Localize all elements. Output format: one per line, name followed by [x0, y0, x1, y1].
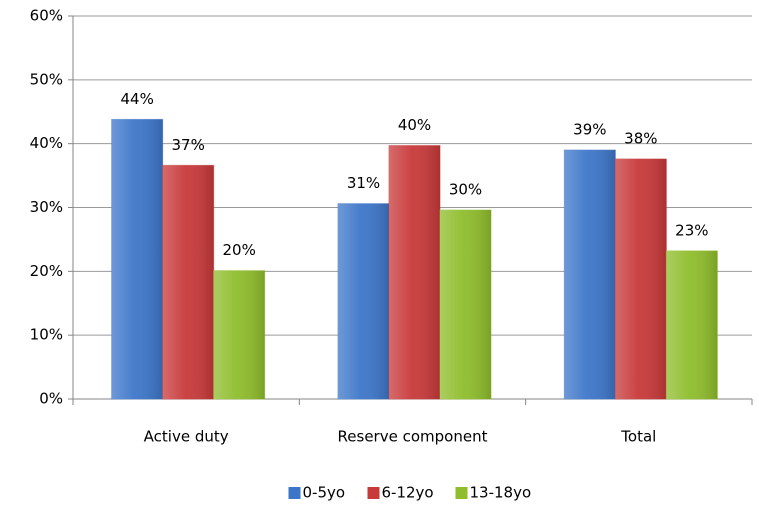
y-tick-label: 30%: [30, 198, 63, 216]
y-tick-label: 0%: [39, 390, 63, 408]
x-tick-label: Reserve component: [338, 428, 488, 446]
bar: [388, 145, 441, 400]
value-label: 40%: [398, 116, 431, 134]
bar: [337, 203, 390, 400]
legend-label: 13-18yo: [470, 484, 532, 502]
value-label: 44%: [120, 90, 153, 108]
y-tick-label: 20%: [30, 262, 63, 280]
y-tick-label: 40%: [30, 134, 63, 152]
legend-label: 6-12yo: [382, 484, 434, 502]
bar: [213, 270, 266, 400]
bar: [439, 209, 492, 400]
value-label: 23%: [675, 221, 708, 239]
value-label: 37%: [171, 136, 204, 154]
legend-label: 0-5yo: [303, 484, 346, 502]
value-label: 20%: [222, 241, 255, 259]
bar: [162, 164, 215, 400]
value-label: 30%: [449, 181, 482, 199]
y-tick-label: 60%: [30, 7, 63, 25]
y-tick-label: 50%: [30, 70, 63, 88]
value-label: 39%: [573, 121, 606, 139]
y-tick-label: 10%: [30, 326, 63, 344]
bar: [111, 118, 164, 400]
value-label: 31%: [347, 174, 380, 192]
legend-swatch: [288, 487, 301, 499]
value-label: 38%: [624, 129, 657, 147]
bar: [614, 158, 667, 400]
x-tick-label: Active duty: [144, 428, 229, 446]
x-tick-label: Total: [620, 428, 656, 446]
legend-swatch: [455, 487, 468, 499]
legend-swatch: [367, 487, 380, 499]
bar: [665, 250, 718, 400]
bar: [563, 149, 616, 400]
